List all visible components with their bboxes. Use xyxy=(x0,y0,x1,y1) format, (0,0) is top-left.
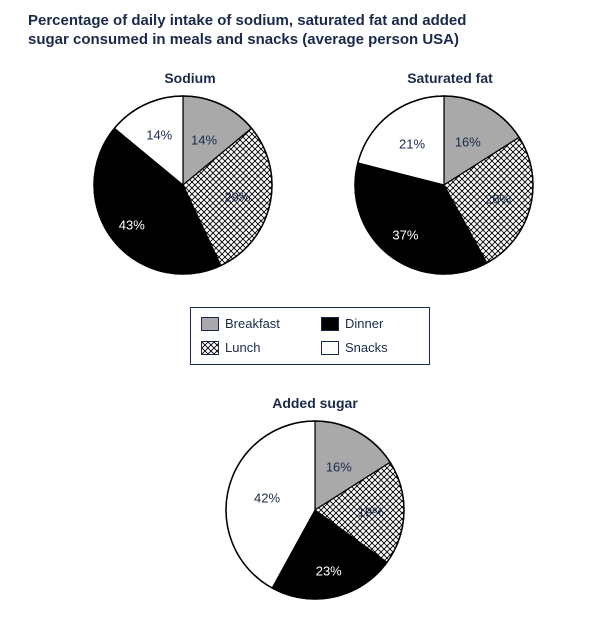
legend-item-dinner: Dinner xyxy=(321,316,383,331)
legend-swatch-snacks xyxy=(321,341,339,355)
pie-label-added_sugar-breakfast: 16% xyxy=(326,459,352,474)
pie-chart-saturated-fat: 16% 26% 37% 21% xyxy=(354,95,534,275)
pie-label-added_sugar-snacks: 42% xyxy=(254,490,280,505)
legend-item-snacks: Snacks xyxy=(321,340,388,355)
legend-swatch-dinner xyxy=(321,317,339,331)
legend-label-lunch: Lunch xyxy=(225,340,260,355)
legend-label-snacks: Snacks xyxy=(345,340,388,355)
pie-label-added_sugar-dinner: 23% xyxy=(316,564,342,579)
page: { "title": "Percentage of daily intake o… xyxy=(0,0,609,631)
legend-swatch-lunch xyxy=(201,341,219,355)
page-title: Percentage of daily intake of sodium, sa… xyxy=(28,12,588,50)
legend-item-lunch: Lunch xyxy=(201,340,260,355)
pie-label-added_sugar-lunch: 19% xyxy=(358,504,384,519)
chart-title-saturated-fat: Saturated fat xyxy=(360,70,540,86)
legend-label-dinner: Dinner xyxy=(345,316,383,331)
legend-item-breakfast: Breakfast xyxy=(201,316,280,331)
pie-label-saturated_fat-dinner: 37% xyxy=(392,227,418,242)
pie-label-sodium-breakfast: 14% xyxy=(191,133,217,148)
chart-title-sodium: Sodium xyxy=(100,70,280,86)
pie-chart-added-sugar: 16% 19% 23% 42% xyxy=(225,420,405,600)
pie-label-sodium-snacks: 14% xyxy=(146,127,172,142)
pie-label-saturated_fat-snacks: 21% xyxy=(399,136,425,151)
chart-title-added-sugar: Added sugar xyxy=(225,395,405,411)
legend: Breakfast Dinner Lunch Snacks xyxy=(190,307,430,365)
pie-label-saturated_fat-breakfast: 16% xyxy=(455,134,481,149)
pie-label-sodium-dinner: 43% xyxy=(119,217,145,232)
legend-swatch-breakfast xyxy=(201,317,219,331)
legend-label-breakfast: Breakfast xyxy=(225,316,280,331)
pie-label-saturated_fat-lunch: 26% xyxy=(485,191,511,206)
pie-label-sodium-lunch: 29% xyxy=(224,190,250,205)
pie-chart-sodium: 14% 29% 43% 14% xyxy=(93,95,273,275)
